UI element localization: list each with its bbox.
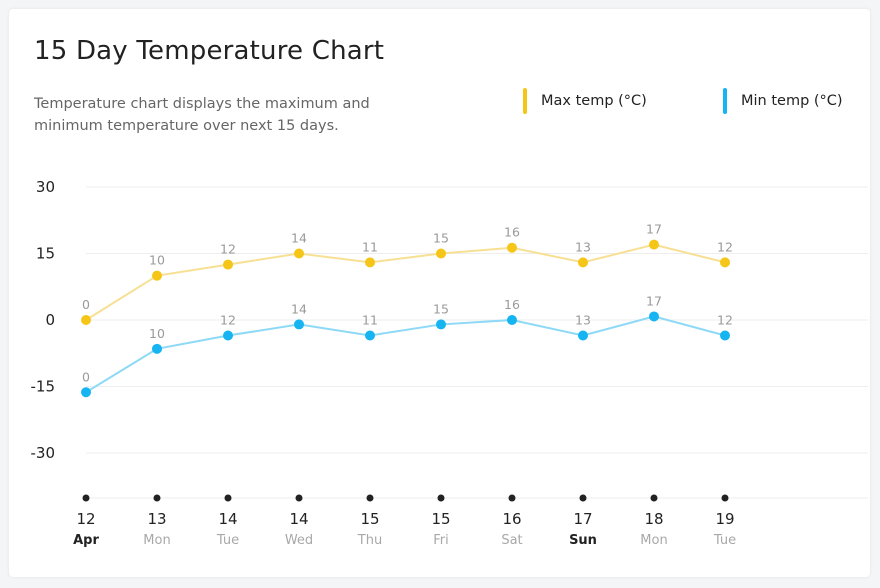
data-label: 0 <box>82 369 90 384</box>
data-point <box>649 311 659 322</box>
x-tick-day: Tue <box>216 533 239 548</box>
x-tick-day: Fri <box>433 533 449 548</box>
data-label: 12 <box>717 313 733 328</box>
data-label: 12 <box>220 242 236 257</box>
y-tick-label: 15 <box>36 245 55 263</box>
x-tick-dot <box>650 494 658 502</box>
data-point <box>649 239 659 250</box>
data-point <box>507 242 517 253</box>
x-tick-day: Sat <box>501 533 522 548</box>
data-point <box>507 315 517 325</box>
data-label: 13 <box>575 313 591 328</box>
x-tick-date: 15 <box>360 510 379 528</box>
data-label: 13 <box>575 239 591 254</box>
x-tick-date: 17 <box>573 510 592 528</box>
x-tick-day: Wed <box>285 533 313 548</box>
x-tick-date: 19 <box>715 510 734 528</box>
x-tick-date: 14 <box>218 510 237 528</box>
legend-label-min-temp: Min temp (°C) <box>741 93 843 109</box>
x-tick-dot <box>295 494 303 502</box>
x-tick-date: 14 <box>289 510 308 528</box>
legend-item-max-temp[interactable]: Max temp (°C) <box>523 88 647 114</box>
x-tick-dot <box>437 494 445 502</box>
data-label: 12 <box>220 313 236 328</box>
x-tick-day: Sun <box>569 533 597 548</box>
chart-title: 15 Day Temperature Chart <box>34 36 385 66</box>
data-label: 15 <box>433 231 449 246</box>
series-line-min-temp <box>85 315 726 394</box>
x-tick-date: 16 <box>502 510 521 528</box>
series-line-max-temp <box>85 243 726 321</box>
data-point <box>365 257 375 268</box>
data-label: 0 <box>82 297 90 312</box>
data-point <box>436 248 446 259</box>
x-tick-dot <box>153 494 161 502</box>
data-label: 11 <box>362 239 378 254</box>
data-label: 17 <box>646 222 662 237</box>
data-point <box>294 319 304 330</box>
x-tick-date: 18 <box>644 510 663 528</box>
x-tick-date: 15 <box>431 510 450 528</box>
x-tick-dot <box>721 494 729 502</box>
legend-label-max-temp: Max temp (°C) <box>541 93 647 109</box>
data-label: 16 <box>504 225 520 240</box>
x-tick-day: Tue <box>713 533 736 548</box>
x-tick-date: 12 <box>76 510 95 528</box>
data-label: 17 <box>646 293 662 308</box>
data-point <box>578 257 588 268</box>
data-point <box>81 315 91 325</box>
data-label: 15 <box>433 301 449 316</box>
data-label: 11 <box>362 313 378 328</box>
data-point <box>436 319 446 330</box>
legend-swatch-min-temp <box>723 88 727 114</box>
x-tick-date: 13 <box>147 510 166 528</box>
x-tick-dot <box>508 494 516 502</box>
data-point <box>81 387 91 398</box>
data-point <box>152 270 162 281</box>
data-point <box>720 257 730 268</box>
data-label: 10 <box>149 326 165 341</box>
x-tick-dot <box>82 494 90 502</box>
data-point <box>294 248 304 259</box>
chart-subtitle: Temperature chart displays the maximum a… <box>34 96 370 134</box>
x-tick-day: Apr <box>73 533 99 548</box>
data-label: 12 <box>717 239 733 254</box>
data-point <box>152 343 162 354</box>
x-tick-day: Thu <box>357 533 382 548</box>
x-tick-day: Mon <box>640 533 667 548</box>
data-point <box>223 330 233 341</box>
data-label: 14 <box>291 231 307 246</box>
data-point <box>720 330 730 341</box>
y-tick-label: 30 <box>36 178 55 196</box>
x-tick-dot <box>366 494 374 502</box>
y-tick-label: -30 <box>31 444 56 462</box>
y-tick-label: 0 <box>45 311 55 329</box>
y-tick-label: -15 <box>31 378 56 396</box>
data-label: 16 <box>504 297 520 312</box>
data-label: 10 <box>149 253 165 268</box>
data-point <box>365 330 375 341</box>
x-tick-dot <box>224 494 232 502</box>
x-tick-day: Mon <box>143 533 170 548</box>
legend-item-min-temp[interactable]: Min temp (°C) <box>723 88 843 114</box>
legend-swatch-max-temp <box>523 88 527 114</box>
x-tick-dot <box>579 494 587 502</box>
data-point <box>578 330 588 341</box>
data-label: 14 <box>291 301 307 316</box>
data-point <box>223 259 233 270</box>
